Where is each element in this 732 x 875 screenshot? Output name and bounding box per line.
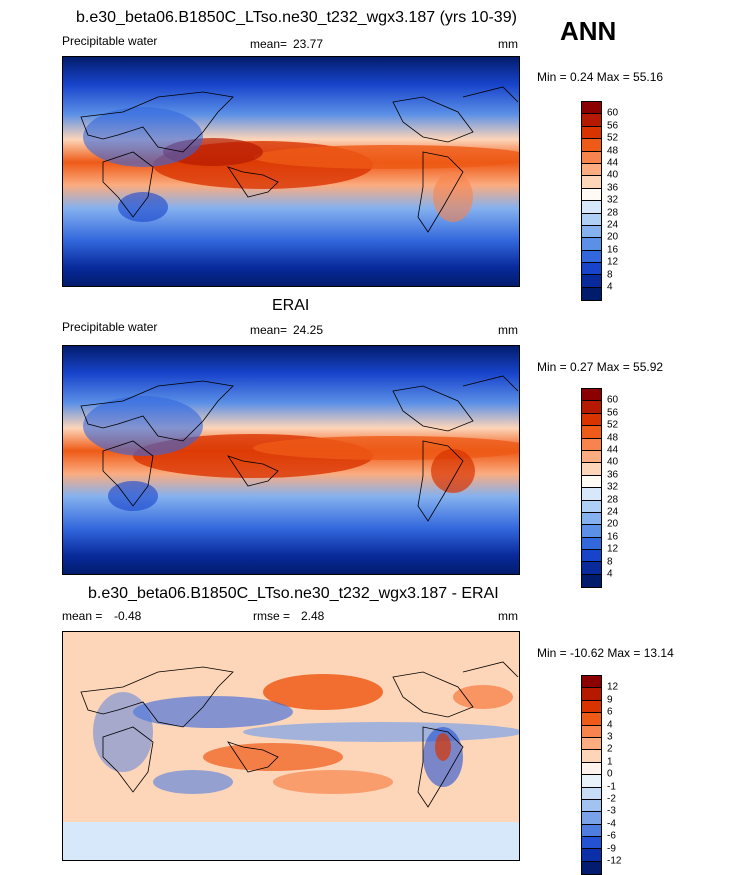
panel2-tick: 36 [607, 469, 619, 481]
panel3-tick: 3 [607, 731, 613, 743]
panel3-tick: -4 [607, 818, 616, 830]
panel1-tick: 56 [607, 120, 619, 132]
panel1-tick: 60 [607, 107, 619, 119]
panel2-tick: 28 [607, 494, 619, 506]
panel2-tick: 8 [607, 556, 613, 568]
panel2-map [62, 345, 520, 575]
panel2-colorbar [581, 388, 602, 589]
panel3-tick: 0 [607, 768, 613, 780]
panel3-map-svg [63, 632, 519, 860]
panel3-units: mm [498, 609, 518, 623]
panel1-tick: 36 [607, 182, 619, 194]
panel2-tick: 60 [607, 394, 619, 406]
panel3-tick: -9 [607, 843, 616, 855]
panel1-colorbar [581, 101, 602, 302]
panel2-tick: 48 [607, 432, 619, 444]
panel3-tick: 9 [607, 694, 613, 706]
panel3-minmax: Min = -10.62 Max = 13.14 [537, 646, 674, 660]
panel1-tick: 32 [607, 194, 619, 206]
panel1-minmax: Min = 0.24 Max = 55.16 [537, 70, 664, 84]
panel3-tick: 4 [607, 719, 613, 731]
panel1-tick: 8 [607, 269, 613, 281]
panel2-map-svg [63, 346, 519, 574]
panel1-tick: 40 [607, 169, 619, 181]
panel3-tick: 1 [607, 756, 613, 768]
panel2-tick: 20 [607, 518, 619, 530]
panel1-tick: 24 [607, 219, 619, 231]
panel2-tick: 24 [607, 506, 619, 518]
panel3-tick: -6 [607, 830, 616, 842]
panel3-mean-value: -0.48 [114, 609, 142, 623]
panel2-tick: 56 [607, 407, 619, 419]
panel3-tick: -3 [607, 805, 616, 817]
panel2-tick: 52 [607, 419, 619, 431]
panel3-tick: 12 [607, 681, 619, 693]
panel1-tick: 48 [607, 145, 619, 157]
panel3-tick: 2 [607, 743, 613, 755]
panel1-variable: Precipitable water [62, 34, 158, 48]
panel1-title: b.e30_beta06.B1850C_LTso.ne30_t232_wgx3.… [76, 9, 517, 26]
panel1-tick: 4 [607, 281, 613, 293]
panel1-mean-value: 23.77 [293, 37, 324, 51]
panel2-minmax: Min = 0.27 Max = 55.92 [537, 360, 664, 374]
panel1-tick: 12 [607, 256, 619, 268]
panel3-title: b.e30_beta06.B1850C_LTso.ne30_t232_wgx3.… [88, 585, 499, 602]
panel1-units: mm [498, 37, 518, 51]
season-label: ANN [560, 16, 617, 46]
panel1-mean-label: mean= [250, 37, 288, 51]
panel1-tick: 44 [607, 157, 619, 169]
panel1-tick: 16 [607, 244, 619, 256]
panel2-mean-value: 24.25 [293, 323, 324, 337]
panel2-tick: 16 [607, 531, 619, 543]
panel3-tick: 6 [607, 706, 613, 718]
panel2-tick: 12 [607, 543, 619, 555]
panel2-tick: 32 [607, 481, 619, 493]
panel2-tick: 44 [607, 444, 619, 456]
panel2-tick: 4 [607, 568, 613, 580]
panel3-colorbar [581, 675, 602, 875]
panel3-rmse-label: rmse = [253, 609, 291, 623]
panel3-tick: -12 [607, 855, 622, 867]
panel1-map-svg [63, 57, 519, 286]
panel1-tick: 20 [607, 231, 619, 243]
panel3-rmse-value: 2.48 [301, 609, 325, 623]
panel3-map [62, 631, 520, 861]
panel3-mean-label: mean = [62, 609, 103, 623]
panel1-tick: 52 [607, 132, 619, 144]
panel2-mean-label: mean= [250, 323, 288, 337]
panel3-tick: -1 [607, 781, 616, 793]
panel2-variable: Precipitable water [62, 320, 158, 334]
panel2-title: ERAI [272, 297, 310, 314]
panel1-tick: 28 [607, 207, 619, 219]
panel1-map [62, 56, 520, 287]
panel2-units: mm [498, 323, 518, 337]
panel3-tick: -2 [607, 793, 616, 805]
panel2-tick: 40 [607, 456, 619, 468]
